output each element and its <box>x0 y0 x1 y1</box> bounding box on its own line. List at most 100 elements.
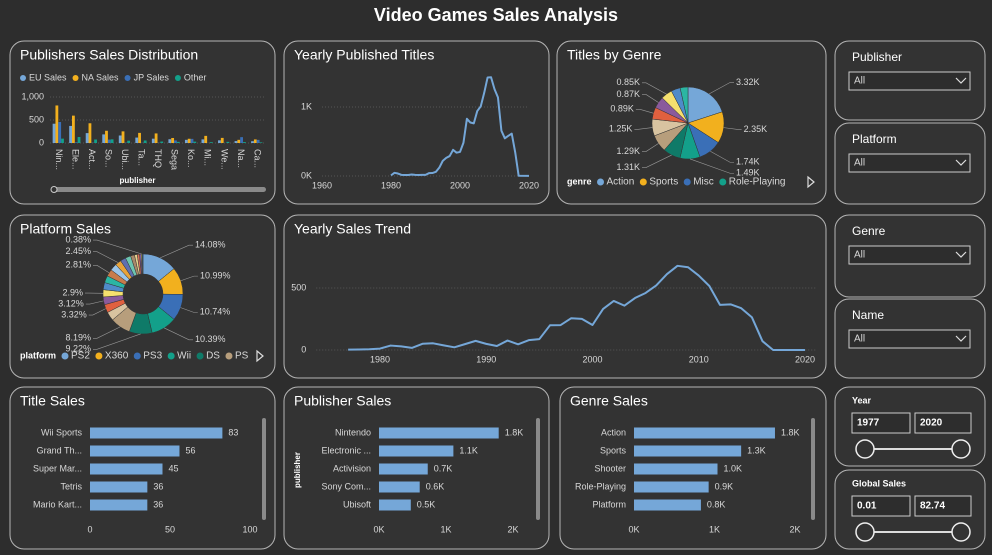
slider-handle[interactable] <box>855 439 875 459</box>
data-label: 1.3K <box>747 445 766 455</box>
range-input[interactable] <box>851 412 911 434</box>
bar <box>209 142 213 143</box>
chart-title: Titles by Genre <box>567 47 662 63</box>
leader-line <box>93 326 121 339</box>
leader-line <box>160 244 193 259</box>
range-input[interactable] <box>851 495 911 517</box>
y-tick-label: Role-Playing <box>575 481 626 491</box>
leader-line <box>88 308 106 316</box>
bar <box>201 139 205 143</box>
scrollbar[interactable] <box>536 418 540 520</box>
slice <box>679 86 689 124</box>
bar <box>193 141 197 143</box>
x-tick-label: 2000 <box>582 354 602 364</box>
scroll-handle[interactable] <box>50 186 58 193</box>
y-tick-label: Electronic ... <box>321 445 371 455</box>
leader-line <box>635 109 654 114</box>
x-tick-label: 2000 <box>450 180 470 190</box>
bar <box>634 499 701 511</box>
range-value: 1977 <box>857 418 880 429</box>
legend-next-arrow[interactable] <box>256 349 264 363</box>
chart-title: Publisher Sales <box>294 393 391 409</box>
bar <box>135 137 139 143</box>
y-tick-label: Tetris <box>60 481 82 491</box>
bar <box>52 123 56 143</box>
range-input[interactable] <box>914 412 972 434</box>
data-label: 3.32% <box>61 309 87 319</box>
leader-line <box>642 154 672 168</box>
legend-marker <box>639 178 647 186</box>
legend-label: NA Sales <box>82 72 120 82</box>
x-tick-label: Ca... <box>252 149 262 168</box>
leader-line <box>642 94 659 103</box>
slicer-title: Global Sales <box>852 478 906 488</box>
slicer-title: Publisher <box>852 50 902 64</box>
y-tick-label: 500 <box>29 114 44 124</box>
dropdown[interactable] <box>848 71 971 91</box>
legend-marker <box>167 352 175 360</box>
bar <box>61 138 64 143</box>
scrollbar[interactable] <box>52 187 266 192</box>
y-tick-label: Mario Kart... <box>33 499 82 509</box>
slider-handle[interactable] <box>855 522 875 542</box>
data-label: 1.1K <box>459 445 478 455</box>
data-label: 2.9% <box>62 287 83 297</box>
y-tick-label: Grand Th... <box>37 445 82 455</box>
range-input[interactable] <box>914 495 972 517</box>
bar <box>634 427 775 439</box>
bar <box>94 139 97 143</box>
data-label: 1.8K <box>781 427 800 437</box>
leader-line <box>710 150 734 163</box>
y-tick-label: Action <box>601 427 626 437</box>
data-label: 0.6K <box>426 481 445 491</box>
dropdown[interactable] <box>848 153 971 173</box>
data-label: 0.7K <box>434 463 453 473</box>
bar <box>218 140 221 143</box>
data-label: 36 <box>153 499 163 509</box>
data-label: 1.74K <box>736 157 760 167</box>
x-axis-label: publisher <box>119 176 155 185</box>
x-tick-label: Ubi... <box>120 149 130 170</box>
data-label: 10.39% <box>195 334 226 344</box>
dropdown[interactable] <box>848 329 971 349</box>
legend-label: PS3 <box>143 351 162 362</box>
y-tick-label: 1,000 <box>21 91 44 101</box>
scrollbar[interactable] <box>811 418 815 520</box>
bar <box>55 105 59 143</box>
bar <box>90 427 223 439</box>
legend-marker <box>225 352 233 360</box>
bar <box>234 141 238 143</box>
slider-handle[interactable] <box>951 439 971 459</box>
data-label: 1.31K <box>616 162 640 172</box>
slicer-title: Name <box>852 308 884 322</box>
bar <box>143 140 147 143</box>
dropdown[interactable] <box>848 245 971 265</box>
legend-label: Wii <box>177 351 191 362</box>
dashboard-title: Video Games Sales Analysis <box>374 5 618 25</box>
legend-label: Role-Playing <box>729 177 786 188</box>
bar <box>71 115 75 143</box>
y-tick-label: Sports <box>600 445 627 455</box>
y-tick-label: Nintendo <box>335 427 371 437</box>
bar <box>251 141 254 143</box>
y-tick-label: Activision <box>333 463 371 473</box>
leader-line <box>689 158 734 174</box>
leader-line <box>180 275 198 282</box>
dropdown-chevron <box>955 335 967 342</box>
legend-title: platform <box>20 350 56 360</box>
bar <box>77 137 81 143</box>
slider-handle[interactable] <box>951 522 971 542</box>
x-tick-label: 2010 <box>689 354 709 364</box>
bar <box>58 122 62 143</box>
scrollbar[interactable] <box>262 418 266 520</box>
bar <box>220 137 224 143</box>
y-tick-label: 0 <box>301 344 306 354</box>
data-label: 0.87K <box>616 89 640 99</box>
data-label: 2.81% <box>65 260 91 270</box>
legend-next-arrow[interactable] <box>807 175 815 189</box>
y-tick-label: 500 <box>291 282 306 292</box>
bar <box>138 132 141 143</box>
panel <box>9 214 276 379</box>
dropdown-value: All <box>854 76 865 87</box>
bar <box>168 139 172 143</box>
